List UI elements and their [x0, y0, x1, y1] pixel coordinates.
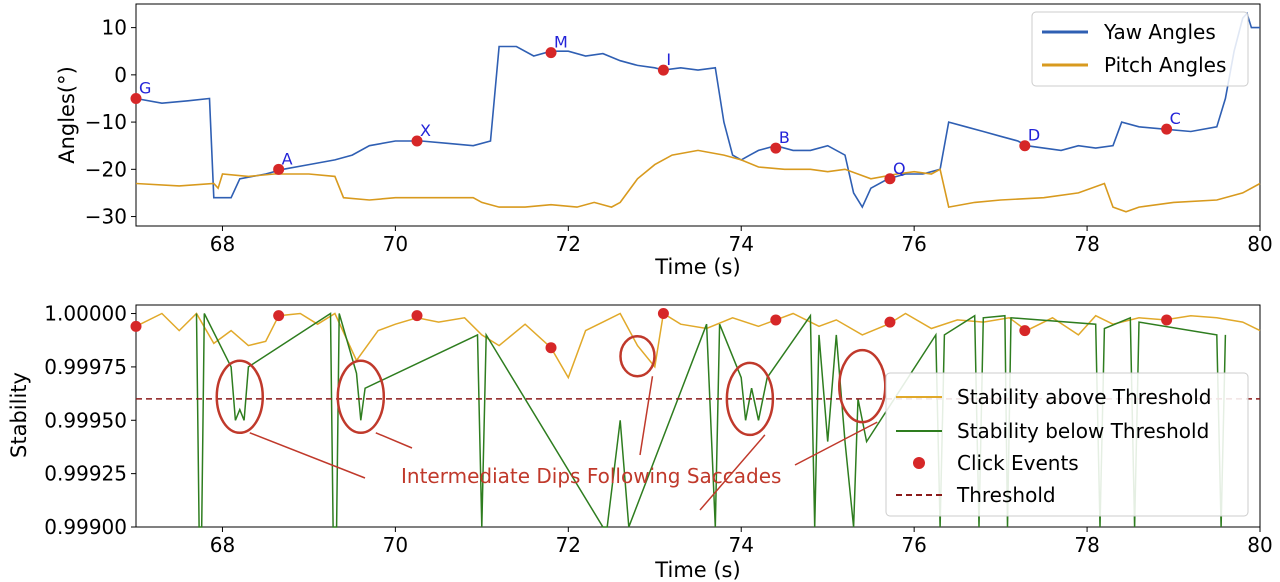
dip-ellipse	[725, 361, 775, 437]
y-tick-label: 0.99950	[44, 408, 127, 432]
click-event-marker	[411, 135, 423, 147]
stability-y-axis-title: Stability	[7, 372, 31, 458]
angles-plot-frame	[135, 3, 1261, 227]
x-tick-label: 74	[729, 232, 754, 256]
dip-ellipse	[336, 359, 386, 435]
x-tick-label: 78	[1074, 232, 1099, 256]
click-event-marker	[545, 47, 557, 59]
annotation-arrow	[794, 421, 878, 466]
click-event-marker	[1161, 314, 1173, 326]
click-event-marker	[770, 142, 782, 154]
angles-chart: G A X M I B Q D C 68 70 72 74 76 78 80 10 0 −10 −20 −30 Ti…	[55, 3, 1273, 279]
click-event-label: Q	[893, 159, 906, 178]
click-event-marker	[657, 308, 669, 320]
annotation-arrow	[639, 376, 654, 456]
click-event-marker	[545, 342, 557, 354]
click-event-label: C	[1170, 109, 1181, 128]
click-event-label: G	[139, 78, 151, 97]
angles-x-ticks: 68 70 72 74 76 78 80	[210, 226, 1273, 256]
x-tick-label: 78	[1074, 533, 1099, 557]
legend-label-above: Stability above Threshold	[957, 385, 1211, 409]
angles-series-group	[135, 11, 1261, 213]
x-tick-label: 74	[729, 533, 754, 557]
y-tick-label: 1.00000	[44, 302, 127, 326]
x-tick-label: 76	[901, 232, 926, 256]
y-tick-label: −10	[85, 110, 127, 134]
dip-ellipse	[838, 348, 887, 424]
stability-x-axis-title: Time (s)	[654, 558, 740, 582]
dip-ellipse	[215, 359, 265, 435]
click-event-label: X	[420, 121, 431, 140]
x-tick-label: 80	[1247, 533, 1272, 557]
click-event-marker	[1019, 140, 1031, 152]
legend-label-threshold: Threshold	[956, 483, 1056, 507]
stability-y-ticks: 1.00000 0.99975 0.99950 0.99925 0.99900	[44, 302, 136, 539]
angles-click-events: G A X M I B Q D C	[130, 33, 1181, 185]
y-tick-label: −30	[85, 205, 127, 229]
angles-y-ticks: 10 0 −10 −20 −30	[85, 16, 136, 229]
saccade-annotation	[215, 334, 887, 511]
click-event-marker	[657, 64, 669, 76]
y-tick-label: 0	[114, 63, 127, 87]
click-event-marker	[273, 163, 285, 175]
x-tick-label: 68	[210, 533, 235, 557]
legend-label-click: Click Events	[957, 451, 1079, 475]
x-tick-label: 70	[383, 533, 408, 557]
angles-x-axis-title: Time (s)	[654, 255, 740, 279]
stability-click-events	[130, 308, 1173, 354]
angles-y-axis-title: Angles(°)	[55, 66, 79, 164]
x-tick-label: 72	[556, 533, 581, 557]
click-event-label: B	[779, 128, 790, 147]
click-event-marker	[273, 310, 285, 322]
click-event-label: A	[282, 149, 293, 168]
series-line-0	[135, 11, 1260, 209]
y-tick-label: 0.99975	[44, 355, 127, 379]
stability-chart: Intermediate Dips Following Saccades 68 7…	[7, 302, 1273, 582]
y-tick-label: 0.99925	[44, 462, 127, 486]
click-event-marker	[884, 316, 896, 328]
legend-label-pitch: Pitch Angles	[1104, 53, 1226, 77]
legend-label-yaw: Yaw Angles	[1103, 20, 1216, 44]
stability-plot-frame	[135, 304, 1261, 528]
click-event-label: I	[666, 50, 671, 69]
legend-swatch-click	[913, 457, 925, 469]
dip-ellipse	[619, 334, 656, 378]
angles-legend: Yaw Angles Pitch Angles	[1031, 11, 1249, 87]
click-event-marker	[1019, 325, 1031, 337]
click-event-marker	[130, 320, 142, 332]
click-event-marker	[130, 92, 142, 104]
x-tick-label: 68	[210, 232, 235, 256]
click-event-marker	[1161, 123, 1173, 135]
series-line-0	[135, 312, 1261, 380]
click-event-marker	[884, 173, 896, 185]
click-event-label: D	[1028, 126, 1040, 145]
x-tick-label: 80	[1247, 232, 1272, 256]
x-tick-label: 76	[901, 533, 926, 557]
annotation-arrow	[249, 432, 366, 479]
click-event-marker	[770, 314, 782, 326]
series-line-1	[135, 149, 1261, 213]
legend-label-below: Stability below Threshold	[957, 419, 1209, 443]
annotation-arrow	[375, 432, 413, 449]
y-tick-label: −20	[85, 157, 127, 181]
stability-legend-box	[885, 372, 1249, 517]
click-event-marker	[411, 310, 423, 322]
click-event-label: M	[554, 33, 568, 52]
x-tick-label: 72	[556, 232, 581, 256]
annotation-arrow	[699, 434, 766, 511]
x-tick-label: 70	[383, 232, 408, 256]
saccade-annotation-text: Intermediate Dips Following Saccades	[401, 464, 781, 488]
y-tick-label: 0.99900	[44, 515, 127, 539]
stability-x-ticks: 68 70 72 74 76 78 80	[210, 527, 1273, 557]
y-tick-label: 10	[102, 16, 127, 40]
stability-legend: Stability above Threshold Stability belo…	[885, 372, 1249, 517]
